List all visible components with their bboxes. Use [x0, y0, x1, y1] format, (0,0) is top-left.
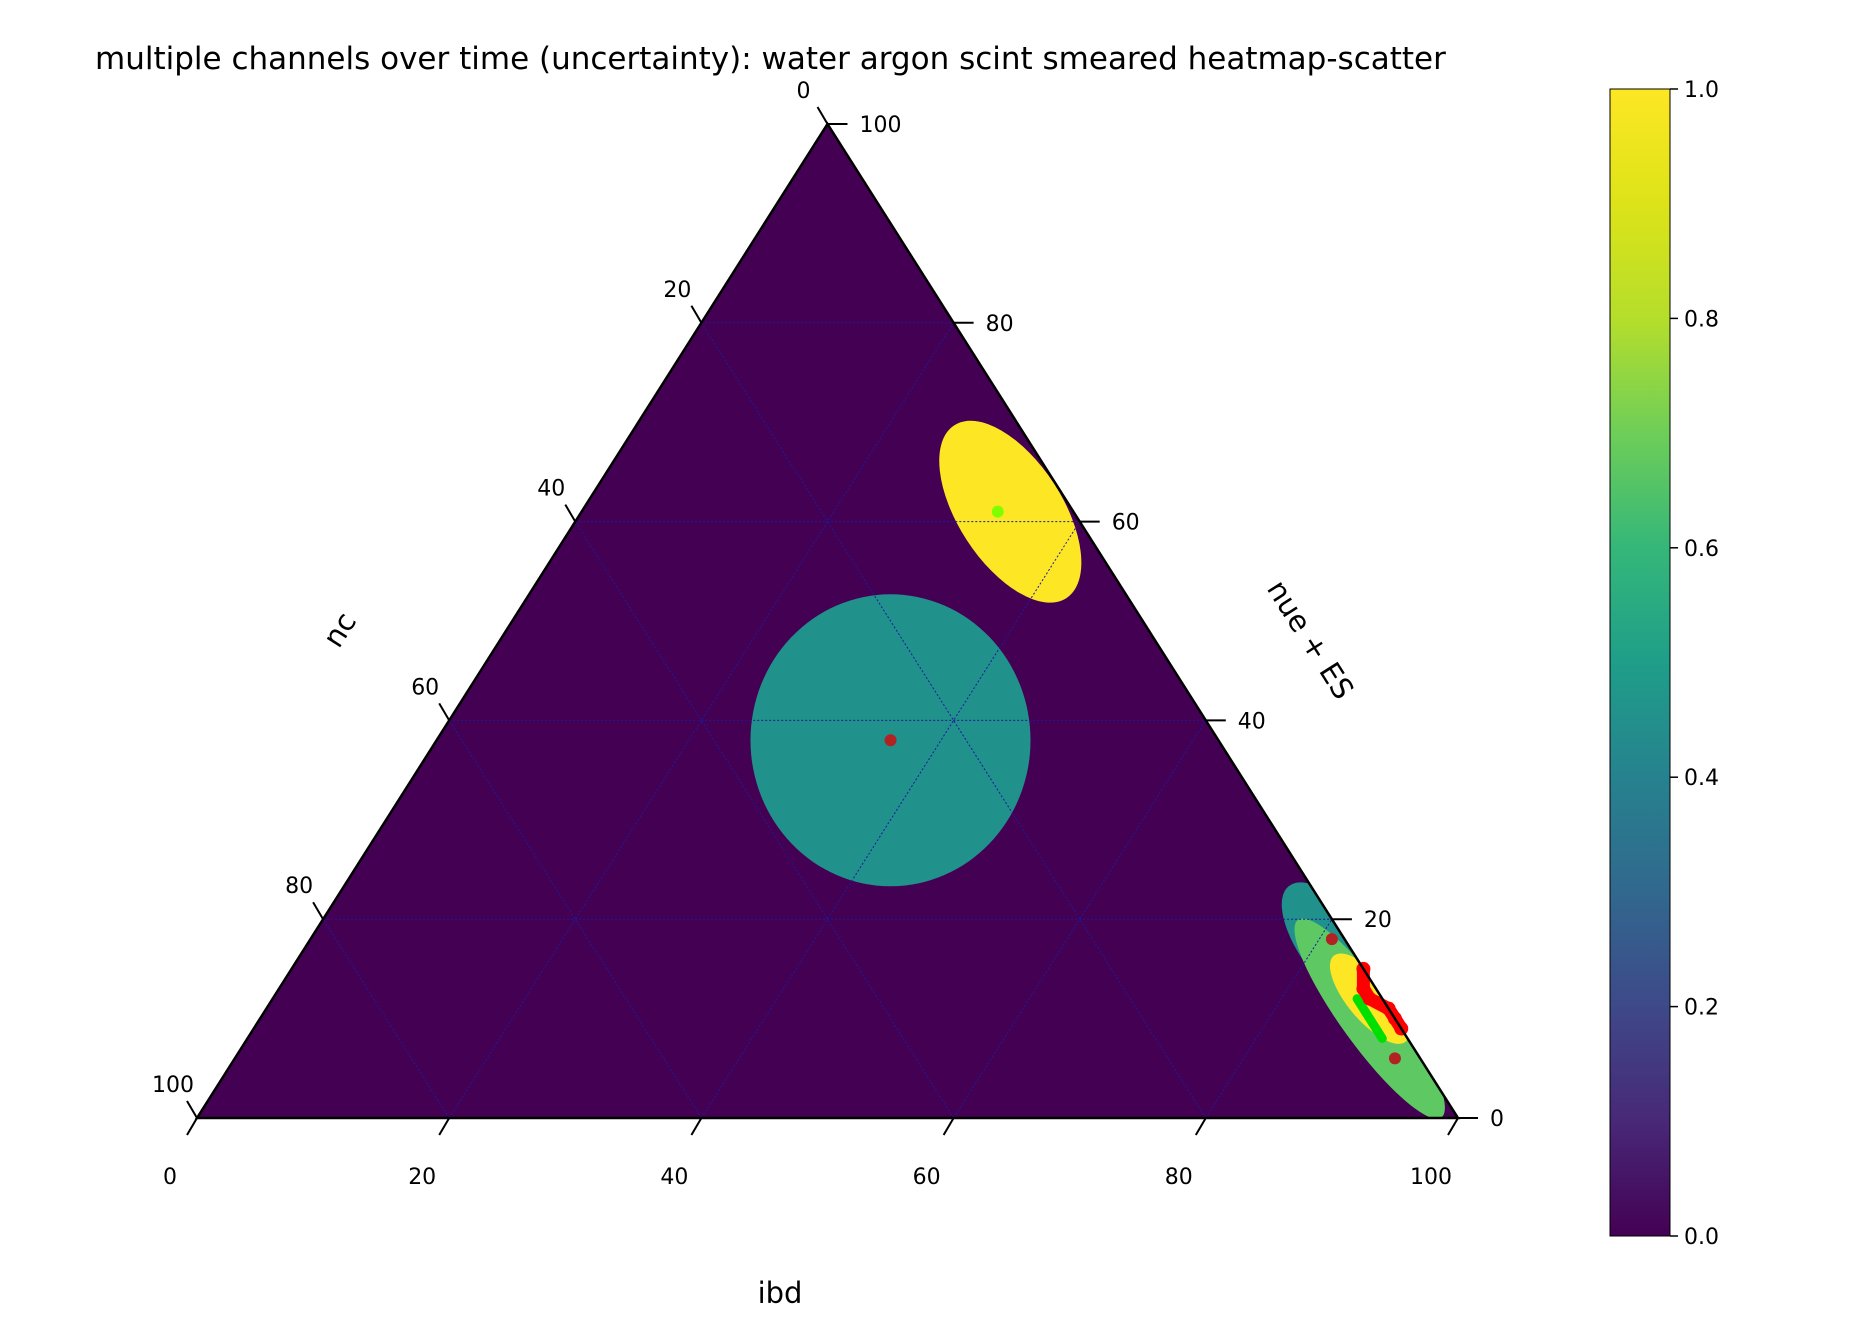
ibd-tick-label-20: 20: [408, 1165, 436, 1190]
ibd-tick-label-0: 0: [163, 1165, 177, 1190]
scatter-point-3: [1388, 1052, 1401, 1065]
colorbar: [1609, 88, 1671, 1237]
colorbar-tick-label-3: 0.6: [1684, 537, 1719, 562]
nc-tick-label-20: 20: [663, 278, 691, 303]
colorbar-tick-label-5: 1.0: [1684, 78, 1719, 103]
nue-es-tick-label-60: 60: [1112, 511, 1140, 536]
scatter-point-0: [991, 505, 1004, 518]
nc-tick-40: [564, 504, 577, 523]
nc-tick-label-40: 40: [537, 477, 565, 502]
colorbar-tick-label-1: 0.2: [1684, 996, 1719, 1021]
ternary-grid: [322, 322, 1333, 1119]
ibd-tick-100: [1447, 1117, 1459, 1136]
nc-tick-80: [312, 901, 324, 920]
nc-tick-label-60: 60: [411, 675, 439, 700]
nue-es-axis-title: nue + ES: [1260, 574, 1361, 705]
grid-line-nc-60: [448, 720, 702, 1119]
nc-tick-label-80: 80: [285, 874, 313, 899]
ibd-tick-label-40: 40: [660, 1165, 688, 1190]
colorbar-tick-label-0: 0.0: [1684, 1225, 1719, 1250]
ibd-tick-label-80: 80: [1165, 1165, 1193, 1190]
trajectory-halo: [1352, 994, 1387, 1043]
trajectory-point-2: [1362, 991, 1377, 1006]
colorbar-ticks: 0.0 0.2 0.4 0.6 0.8 1.0: [1670, 78, 1719, 1250]
nc-axis-title: nc: [316, 606, 363, 653]
nc-tick-label-0: 0: [797, 79, 811, 104]
chart-title: multiple channels over time (uncertainty…: [95, 41, 1446, 77]
grid-line-nc-20: [700, 322, 1207, 1119]
nue-es-tick-label-40: 40: [1238, 709, 1266, 734]
grid-line-ibd-60: [953, 720, 1207, 1119]
grid-line-ibd-80: [1205, 918, 1333, 1119]
grid-line-nc-40: [574, 521, 955, 1119]
nue-es-tick-label-0: 0: [1490, 1107, 1504, 1132]
nc-tick-label-100: 100: [152, 1073, 194, 1098]
region-1: [939, 420, 1082, 603]
nue-es-tick-label-80: 80: [986, 312, 1014, 337]
ibd-tick-20: [438, 1117, 451, 1136]
scatter-point-1: [884, 734, 897, 747]
ibd-tick-60: [942, 1117, 955, 1136]
grid-line-nc-80: [322, 918, 450, 1119]
nue-es-tick-label-100: 100: [860, 113, 902, 138]
ibd-tick-label-100: 100: [1410, 1165, 1452, 1190]
scatter-points: [884, 505, 1401, 1065]
ternary-frame: [194, 121, 1461, 1120]
nc-tick-100: [186, 1100, 198, 1119]
nc-tick-60: [438, 702, 451, 721]
nc-tick-20: [690, 305, 703, 324]
nue-es-tick-label-20: 20: [1364, 908, 1392, 933]
ibd-axis-title: ibd: [758, 1276, 803, 1310]
colorbar-tick-label-4: 0.8: [1684, 307, 1719, 332]
ibd-tick-0: [186, 1117, 198, 1136]
ibd-tick-40: [690, 1117, 703, 1136]
trajectory-point-1: [1356, 981, 1371, 996]
axis-ticks: 0 0 0 20 20 20 40 40 40 60 60 60 80 80 80 100 100 100: [152, 79, 1504, 1190]
ibd-tick-80: [1194, 1117, 1207, 1136]
grid-line-ibd-40: [700, 521, 1081, 1119]
nc-tick-0: [816, 106, 829, 125]
grid-line-ibd-20: [448, 322, 955, 1119]
colorbar-tick-label-2: 0.4: [1684, 766, 1719, 791]
scatter-point-2: [1325, 933, 1338, 946]
ibd-tick-label-60: 60: [913, 1165, 941, 1190]
